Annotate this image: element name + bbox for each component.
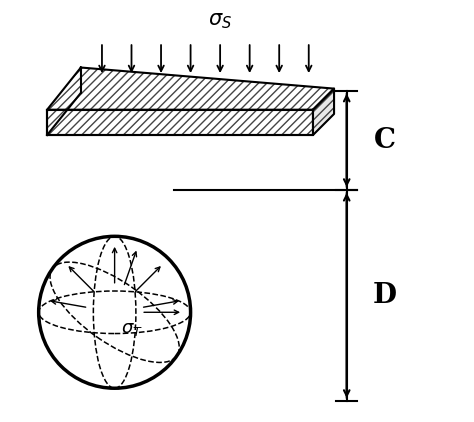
Text: C: C (374, 127, 396, 154)
Text: $\sigma_T$: $\sigma_T$ (120, 320, 143, 338)
Polygon shape (313, 89, 334, 135)
Polygon shape (47, 68, 334, 110)
Text: $\sigma_S$: $\sigma_S$ (208, 11, 232, 31)
Circle shape (39, 236, 191, 388)
Text: D: D (373, 282, 397, 309)
Polygon shape (47, 110, 313, 135)
